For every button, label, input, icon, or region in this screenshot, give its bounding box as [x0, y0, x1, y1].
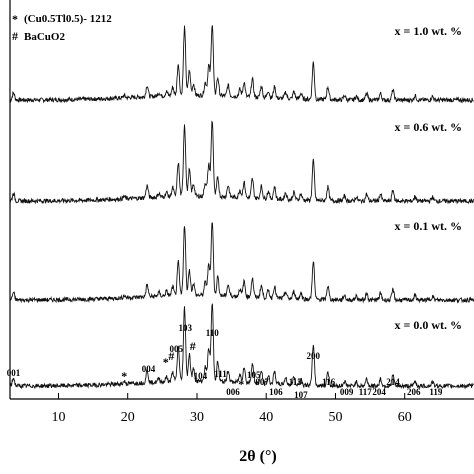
- series-curve-1: [9, 120, 474, 205]
- series-label-3: x = 0.0 wt. %: [395, 318, 463, 332]
- peak-label-24: 206: [407, 387, 421, 397]
- series-curve-2: [9, 222, 474, 304]
- peak-annotations: 001 * 004 * #005103#104110111006*10500710611…: [7, 323, 443, 400]
- peak-label-16: 115: [289, 377, 303, 387]
- peak-label-8: 104: [194, 371, 208, 381]
- peak-label-14: 007: [255, 377, 269, 387]
- peak-label-18: 200: [307, 351, 321, 361]
- x-tick-label-5: 60: [398, 410, 412, 425]
- phase-legend: * (Cu0.5Tl0.5)- 1212 # BaCuO2: [12, 12, 112, 43]
- axes: 10 20 30 40 50 60 2θ (°): [9, 0, 474, 465]
- peak-label-7: #: [190, 339, 196, 353]
- pattern-curves: [9, 25, 474, 390]
- peak-label-13: 105: [247, 370, 261, 380]
- peak-label-0: 001: [7, 368, 21, 378]
- legend-star-symbol: *: [12, 12, 18, 26]
- peak-label-5: 005: [169, 344, 183, 354]
- x-tick-label-3: 40: [259, 410, 273, 425]
- peak-label-11: 006: [226, 387, 240, 397]
- peak-label-9: 110: [206, 328, 220, 338]
- series-label-0: x = 1.0 wt. %: [395, 24, 463, 38]
- peak-label-23: 214: [386, 377, 400, 387]
- series-labels: x = 1.0 wt. % x = 0.6 wt. % x = 0.1 wt. % x…: [395, 24, 463, 332]
- peak-label-25: 119: [429, 387, 443, 397]
- peak-label-20: 009: [340, 387, 354, 397]
- peak-label-22: 204: [372, 387, 386, 397]
- peak-label-4: #: [168, 349, 174, 363]
- x-ticks: 10 20 30 40 50 60: [52, 393, 412, 425]
- legend-hash-symbol: #: [12, 29, 18, 43]
- peak-label-15: 106: [269, 387, 283, 397]
- x-axis-label: 2θ (°): [239, 448, 276, 465]
- legend-star-label: (Cu0.5Tl0.5)- 1212: [24, 13, 112, 25]
- series-label-1: x = 0.6 wt. %: [395, 120, 463, 134]
- series-curve-0: [9, 25, 474, 104]
- peak-label-21: 117: [359, 387, 373, 397]
- peak-label-6: 103: [178, 323, 192, 333]
- x-tick-label-1: 20: [121, 410, 135, 425]
- peak-label-2: 004: [142, 364, 156, 374]
- x-tick-label-2: 30: [190, 410, 204, 425]
- peak-label-1: *: [121, 369, 127, 383]
- peak-label-3: *: [163, 355, 169, 369]
- peak-label-17: 107: [294, 390, 308, 400]
- series-curve-3: [9, 303, 474, 390]
- series-label-2: x = 0.1 wt. %: [395, 219, 463, 233]
- peak-label-10: 111: [214, 369, 227, 379]
- legend-hash-label: BaCuO2: [24, 31, 65, 43]
- peak-label-19: 116: [322, 377, 336, 387]
- peak-label-12: *: [238, 377, 244, 391]
- x-tick-label-4: 50: [329, 410, 343, 425]
- x-tick-label-0: 10: [52, 410, 66, 425]
